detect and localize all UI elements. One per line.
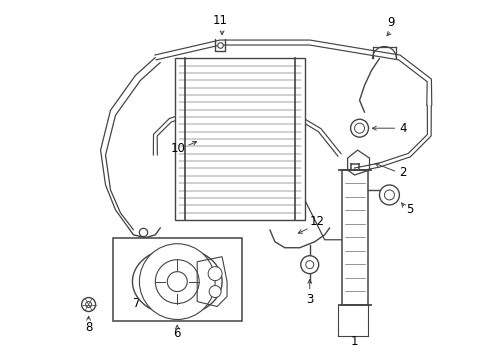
Circle shape bbox=[139, 244, 215, 319]
Bar bbox=[341, 170, 367, 305]
Text: 7: 7 bbox=[132, 297, 140, 310]
Bar bbox=[175, 58, 304, 220]
Circle shape bbox=[305, 261, 313, 269]
Circle shape bbox=[81, 298, 95, 311]
Circle shape bbox=[379, 185, 399, 205]
Ellipse shape bbox=[132, 248, 222, 315]
Circle shape bbox=[350, 119, 368, 137]
Bar bbox=[112, 238, 242, 321]
Text: 8: 8 bbox=[85, 321, 92, 334]
Circle shape bbox=[300, 256, 318, 274]
Text: 11: 11 bbox=[212, 14, 227, 27]
Circle shape bbox=[167, 272, 187, 292]
Circle shape bbox=[354, 123, 364, 133]
Text: 2: 2 bbox=[399, 166, 406, 179]
Text: 9: 9 bbox=[387, 16, 394, 29]
Circle shape bbox=[85, 302, 91, 307]
Text: 10: 10 bbox=[170, 141, 185, 155]
Circle shape bbox=[384, 190, 394, 200]
Circle shape bbox=[155, 260, 199, 303]
Text: 1: 1 bbox=[350, 335, 358, 348]
Circle shape bbox=[208, 267, 222, 280]
Text: 3: 3 bbox=[305, 293, 313, 306]
Text: 6: 6 bbox=[173, 327, 181, 340]
Circle shape bbox=[209, 285, 221, 298]
Text: 12: 12 bbox=[309, 215, 324, 228]
Text: 5: 5 bbox=[406, 203, 413, 216]
Text: 4: 4 bbox=[399, 122, 406, 135]
